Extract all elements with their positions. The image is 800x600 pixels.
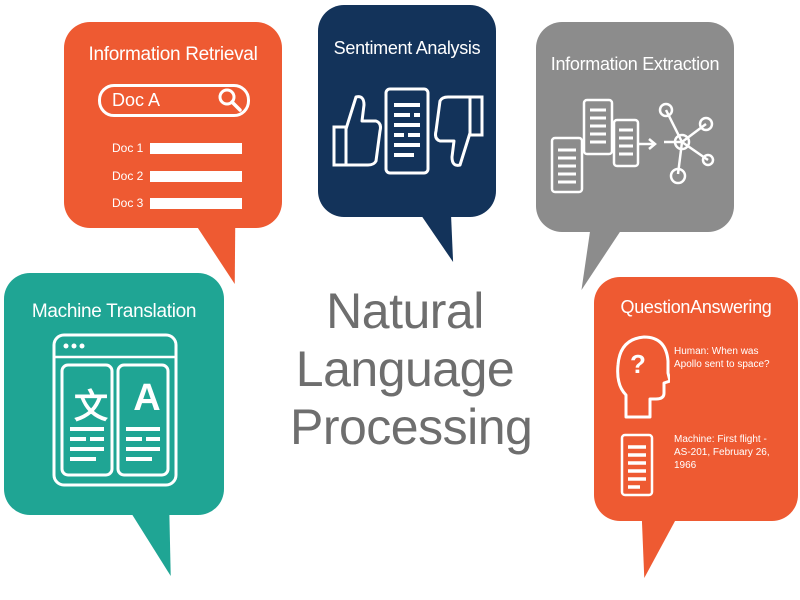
magnifier-icon xyxy=(218,88,242,112)
translation-window-icon xyxy=(52,333,178,487)
result-label-doc-1: Doc 1 xyxy=(112,141,144,155)
center-title-line-3: Processing xyxy=(290,399,533,455)
question-answering-bubble: QuestionAnswering ? Human: When was Apol… xyxy=(594,277,798,521)
thumbs-down-icon xyxy=(434,95,484,167)
center-title-line-2: Language xyxy=(295,341,515,397)
sentiment-analysis-tail xyxy=(418,212,470,262)
center-title: Natural Language Processing xyxy=(290,282,533,456)
human-question-text: Human: When was Apollo sent to space? xyxy=(674,346,770,370)
center-title-line-1: Natural xyxy=(326,283,484,339)
machine-translation-title: Machine Translation xyxy=(31,301,197,322)
result-label-doc-2: Doc 2 xyxy=(112,169,144,183)
source-language-glyph: 文 xyxy=(74,387,108,427)
search-query: Doc A xyxy=(112,90,161,110)
sentiment-analysis-title: Sentiment Analysis xyxy=(333,38,481,58)
result-bar-3 xyxy=(150,198,242,209)
search-box xyxy=(98,84,250,117)
question-answering-tail xyxy=(626,516,678,578)
documents-stack-icon xyxy=(550,98,640,194)
question-answering-title: QuestionAnswering xyxy=(620,297,772,317)
result-bar-2 xyxy=(150,171,242,182)
machine-translation-bubble: Machine Translation 文 A xyxy=(4,273,224,515)
document-icon xyxy=(620,433,654,497)
information-extraction-title: Information Extraction xyxy=(550,54,720,74)
result-label-doc-3: Doc 3 xyxy=(112,196,144,210)
information-extraction-bubble: Information Extraction xyxy=(536,22,734,232)
machine-answer-text: Machine: First flight - AS-201, February… xyxy=(674,434,770,471)
thumbs-up-icon xyxy=(332,95,382,167)
sentiment-analysis-bubble: Sentiment Analysis xyxy=(318,5,496,217)
information-retrieval-bubble: Information Retrieval Doc A Doc 1 Doc 2 … xyxy=(64,22,282,228)
arrow-right-icon xyxy=(638,138,657,150)
document-icon xyxy=(384,87,430,175)
network-graph-icon xyxy=(658,102,715,185)
question-mark: ? xyxy=(630,349,646,379)
information-retrieval-title: Information Retrieval xyxy=(88,44,258,65)
machine-translation-tail xyxy=(129,510,191,576)
head-icon xyxy=(616,335,670,419)
target-language-glyph: A xyxy=(133,377,161,419)
result-bar-1 xyxy=(150,143,242,154)
